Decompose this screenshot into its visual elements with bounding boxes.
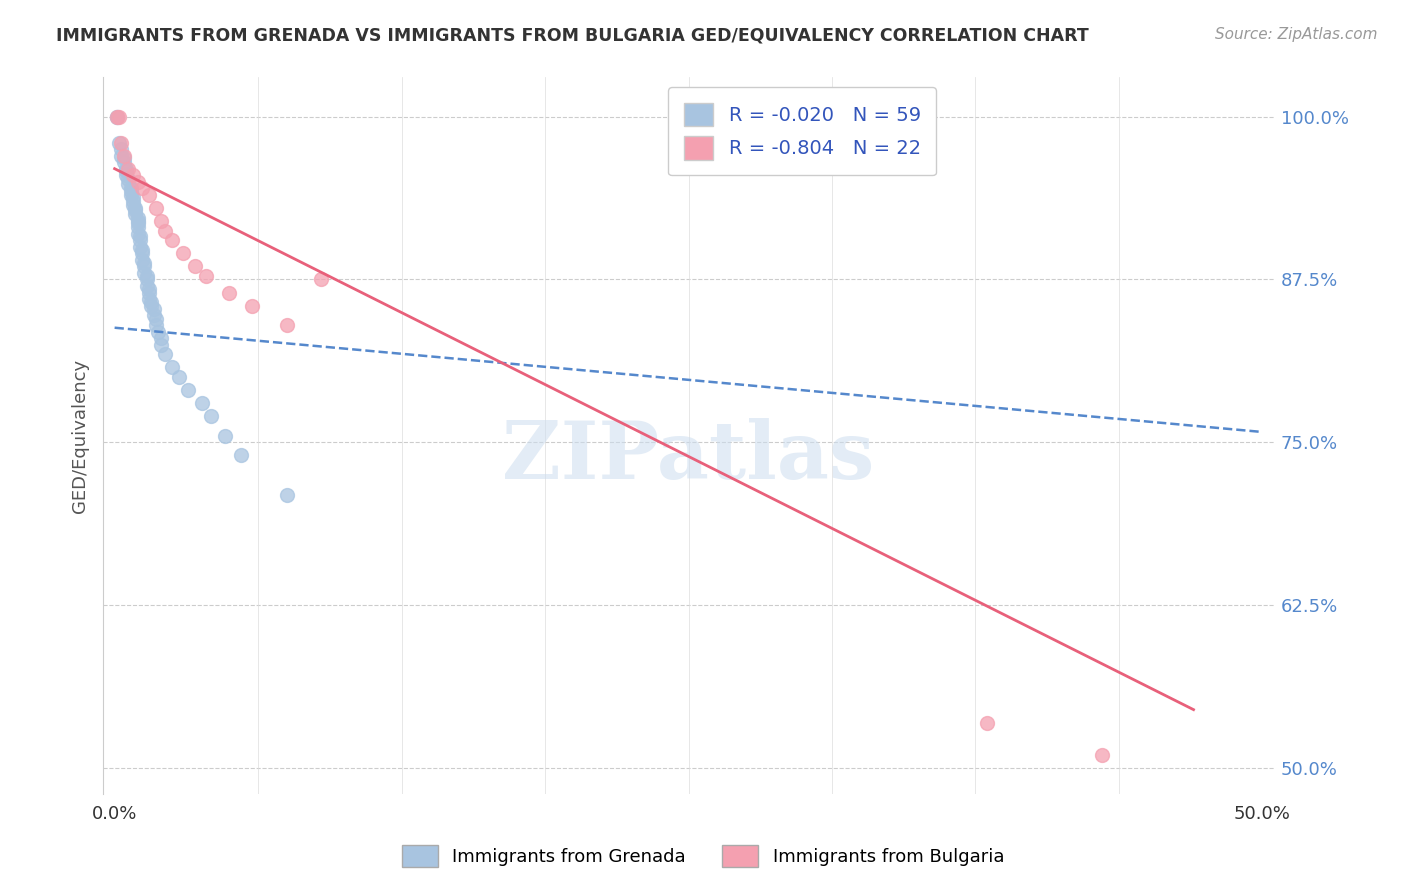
Point <box>240 299 263 313</box>
Point <box>108 136 131 150</box>
Point <box>112 155 135 169</box>
Point <box>149 337 172 351</box>
Point <box>127 211 149 226</box>
Point <box>128 240 150 254</box>
Point <box>214 429 236 443</box>
Point <box>128 233 150 247</box>
Point <box>145 311 167 326</box>
Point <box>110 148 132 162</box>
Point <box>105 110 128 124</box>
Text: IMMIGRANTS FROM GRENADA VS IMMIGRANTS FROM BULGARIA GED/EQUIVALENCY CORRELATION : IMMIGRANTS FROM GRENADA VS IMMIGRANTS FR… <box>56 27 1090 45</box>
Point <box>105 110 128 124</box>
Point <box>131 181 153 195</box>
Point <box>117 161 139 176</box>
Point <box>141 299 163 313</box>
Point <box>110 142 132 156</box>
Point <box>149 214 172 228</box>
Point <box>160 233 183 247</box>
Point <box>200 409 222 424</box>
Point <box>135 268 157 283</box>
Point <box>112 151 135 165</box>
Point <box>131 252 153 267</box>
Legend: Immigrants from Grenada, Immigrants from Bulgaria: Immigrants from Grenada, Immigrants from… <box>395 838 1011 874</box>
Point <box>172 246 194 260</box>
Point <box>122 198 145 212</box>
Point <box>218 285 240 300</box>
Point <box>127 214 149 228</box>
Point <box>127 227 149 241</box>
Point <box>134 266 156 280</box>
Point <box>115 161 138 176</box>
Point <box>141 294 163 309</box>
Point <box>153 347 176 361</box>
Point <box>276 487 298 501</box>
Point <box>135 272 157 286</box>
Text: ZIPatlas: ZIPatlas <box>502 418 875 497</box>
Point <box>105 110 128 124</box>
Point <box>112 148 135 162</box>
Point <box>195 268 218 283</box>
Point <box>131 243 153 257</box>
Point <box>148 325 170 339</box>
Point <box>145 318 167 332</box>
Point <box>124 201 146 215</box>
Point <box>120 187 142 202</box>
Y-axis label: GED/Equivalency: GED/Equivalency <box>72 359 89 513</box>
Point <box>138 282 160 296</box>
Point <box>127 220 149 235</box>
Point <box>134 260 156 274</box>
Point <box>127 175 149 189</box>
Point <box>117 172 139 186</box>
Point <box>1091 748 1114 763</box>
Point <box>976 715 998 730</box>
Point <box>108 110 131 124</box>
Point <box>134 255 156 269</box>
Point <box>124 203 146 218</box>
Point <box>229 449 252 463</box>
Text: Source: ZipAtlas.com: Source: ZipAtlas.com <box>1215 27 1378 42</box>
Point <box>115 168 138 182</box>
Point <box>191 396 214 410</box>
Legend: R = -0.020   N = 59, R = -0.804   N = 22: R = -0.020 N = 59, R = -0.804 N = 22 <box>668 87 936 176</box>
Point <box>135 279 157 293</box>
Point <box>120 181 142 195</box>
Point <box>115 164 138 178</box>
Point <box>149 331 172 345</box>
Point <box>122 194 145 209</box>
Point <box>145 201 167 215</box>
Point <box>127 216 149 230</box>
Point <box>160 359 183 374</box>
Point <box>309 272 332 286</box>
Point <box>153 224 176 238</box>
Point <box>117 178 139 192</box>
Point <box>138 187 160 202</box>
Point <box>124 207 146 221</box>
Point <box>138 285 160 300</box>
Point <box>167 370 190 384</box>
Point <box>138 292 160 306</box>
Point <box>131 246 153 260</box>
Point <box>128 229 150 244</box>
Point <box>177 384 200 398</box>
Point <box>120 184 142 198</box>
Point <box>142 302 165 317</box>
Point <box>122 190 145 204</box>
Point <box>110 136 132 150</box>
Point <box>122 168 145 182</box>
Point <box>276 318 298 332</box>
Point <box>184 260 207 274</box>
Point <box>142 308 165 322</box>
